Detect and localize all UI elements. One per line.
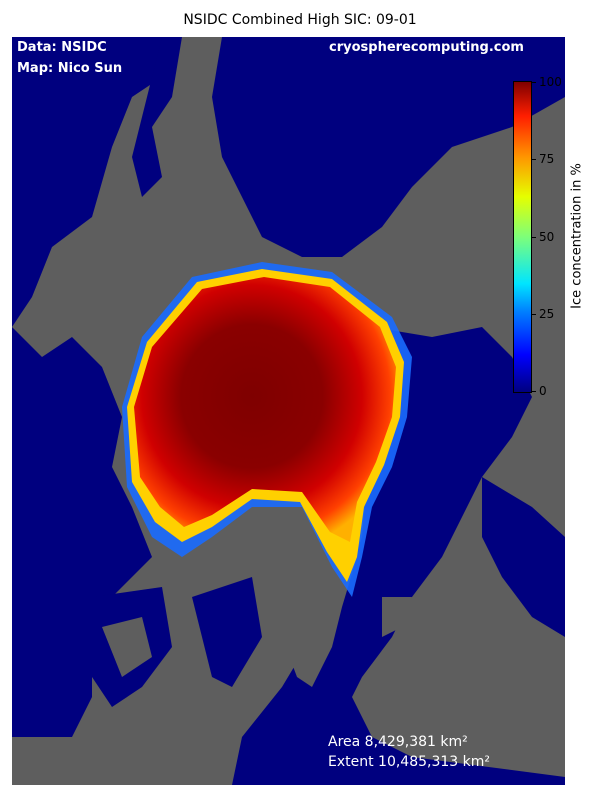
tick-100 bbox=[531, 82, 536, 83]
tick-label-0: 0 bbox=[539, 384, 547, 398]
tick-25 bbox=[531, 314, 536, 315]
data-credit: Data: NSIDC bbox=[17, 40, 107, 55]
colorbar bbox=[513, 81, 532, 393]
map-title: NSIDC Combined High SIC: 09-01 bbox=[183, 12, 417, 28]
tick-label-75: 75 bbox=[539, 152, 555, 166]
map-graphic bbox=[12, 37, 565, 785]
website-credit: cryospherecomputing.com bbox=[329, 40, 524, 55]
tick-label-25: 25 bbox=[539, 307, 555, 321]
colorbar-label: Ice concentration in % bbox=[569, 163, 585, 309]
tick-50 bbox=[531, 237, 536, 238]
sea-ice-map: Data: NSIDC Map: Nico Sun cryospherecomp… bbox=[12, 37, 565, 785]
tick-label-100: 100 bbox=[539, 75, 562, 89]
tick-0 bbox=[531, 391, 536, 392]
map-credit: Map: Nico Sun bbox=[17, 61, 123, 76]
stats-block: Area 8,429,381 km² Extent 10,485,313 km² bbox=[328, 732, 490, 772]
extent-stat: Extent 10,485,313 km² bbox=[328, 754, 491, 770]
ice-pack bbox=[134, 277, 396, 542]
tick-75 bbox=[531, 159, 536, 160]
tick-label-50: 50 bbox=[539, 230, 555, 244]
area-stat: Area 8,429,381 km² bbox=[328, 734, 468, 750]
